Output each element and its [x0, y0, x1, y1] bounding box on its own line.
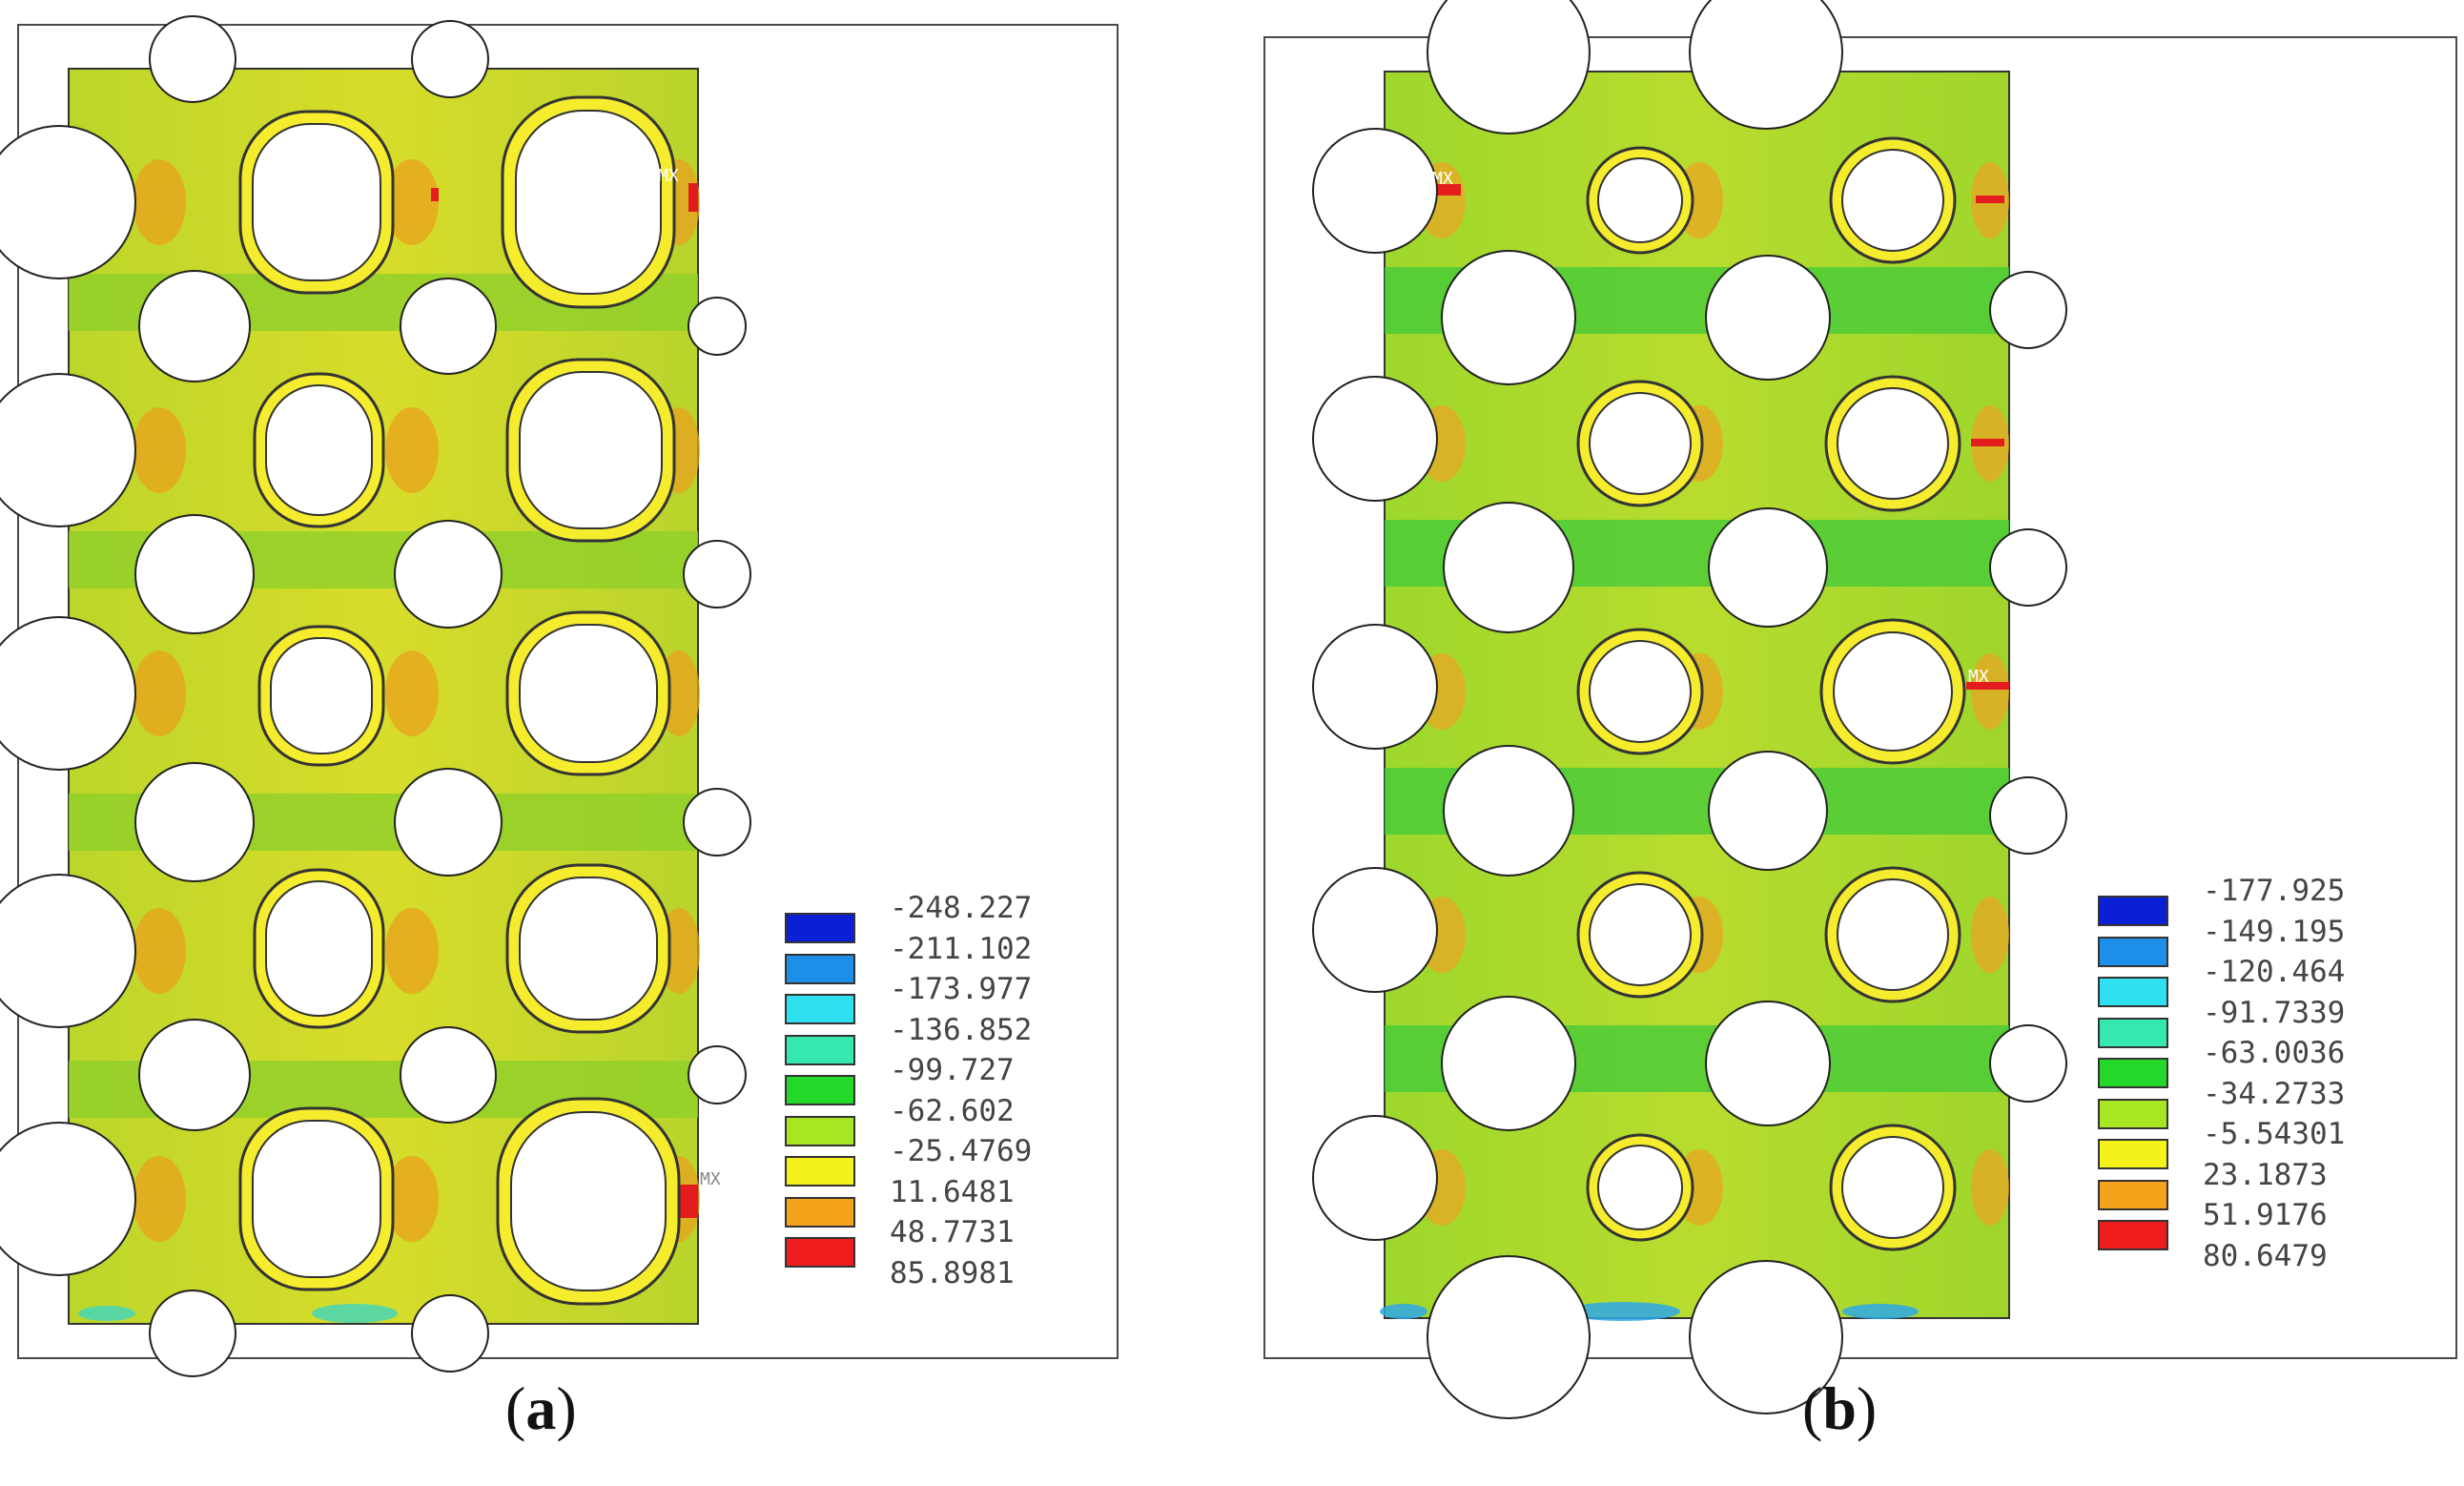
legend-label: 85.8981 — [890, 1255, 1015, 1290]
plate-b-max-marker-top: MX — [1432, 169, 1453, 189]
panel-a-caption-letter: a — [525, 1374, 557, 1442]
plate-a-bottom-cyan-spots — [78, 1304, 398, 1323]
legend-row: -62.602 — [785, 1075, 1166, 1134]
legend-label: -149.195 — [2203, 914, 2346, 949]
legend-swatch — [2098, 1139, 2168, 1170]
legend-row: -136.852 — [785, 994, 1166, 1053]
panel-a-caption: (a) — [505, 1374, 577, 1442]
legend-label: 23.1873 — [2203, 1157, 2328, 1192]
legend-swatch — [2098, 936, 2168, 967]
panel-b-caption-letter: b — [1822, 1374, 1857, 1442]
plate-a-red-peaks — [431, 183, 698, 1218]
legend-row: -99.727 — [785, 1034, 1166, 1093]
legend-row: 80.6479 — [2098, 1241, 2464, 1279]
legend-row: 85.8981 — [785, 1237, 1166, 1296]
plate-a-max-marker-top: MX — [658, 166, 679, 186]
panel-b-caption: (b) — [1802, 1374, 1878, 1442]
legend-label: 80.6479 — [2203, 1238, 2328, 1273]
legend-swatch — [2098, 1058, 2168, 1089]
plate-b-holes — [1312, 0, 2067, 1419]
plate-b-red-peaks — [1432, 184, 2009, 690]
panel-a-stress-contour-plate: MX MX — [0, 15, 751, 1377]
legend-swatch — [2098, 1098, 2168, 1129]
legend-swatch — [785, 1156, 855, 1187]
legend-swatch — [785, 1075, 855, 1106]
legend-label: 11.6481 — [890, 1174, 1015, 1209]
legend-row: 11.6481 — [785, 1156, 1166, 1215]
legend-label: -62.602 — [890, 1093, 1015, 1128]
legend-swatch — [785, 1034, 855, 1065]
legend-row: -173.977 — [785, 953, 1166, 1012]
plate-b-max-marker-middle: MX — [1968, 667, 1989, 687]
legend-row: 23.1873 — [2098, 1157, 2464, 1210]
plate-a-max-marker-bottom: MX — [700, 1169, 721, 1189]
legend-swatch — [2098, 1017, 2168, 1048]
legend-row: -248.227 — [785, 893, 1166, 931]
legend-swatch — [2098, 977, 2168, 1008]
legend-swatch — [2098, 1179, 2168, 1210]
legend-label: -25.4769 — [890, 1134, 1033, 1168]
legend-label: 48.7731 — [890, 1215, 1015, 1249]
legend-label: -91.7339 — [2203, 995, 2346, 1030]
legend-swatch — [785, 1115, 855, 1146]
legend-row: -211.102 — [785, 913, 1166, 972]
legend-swatch — [785, 953, 855, 984]
panel-b-stress-contour-plate: MX MX — [1312, 0, 2067, 1419]
plate-a-holes — [0, 15, 751, 1377]
legend-label: -177.925 — [2203, 874, 2346, 908]
legend-label: 51.9176 — [2203, 1198, 2328, 1232]
legend-row: -149.195 — [2098, 914, 2464, 967]
legend-row: 51.9176 — [2098, 1198, 2464, 1251]
plate-b-ringed-holes — [1576, 136, 1966, 1251]
legend-label: -173.977 — [890, 972, 1033, 1006]
legend-swatch — [2098, 896, 2168, 927]
legend-row: -5.54301 — [2098, 1117, 2464, 1170]
legend-swatch — [785, 994, 855, 1025]
legend-row: -63.0036 — [2098, 1036, 2464, 1089]
legend-row: -177.925 — [2098, 874, 2464, 927]
legend-row: -120.464 — [2098, 955, 2464, 1008]
legend-row: -91.7339 — [2098, 995, 2464, 1048]
legend-row: -34.2733 — [2098, 1076, 2464, 1129]
legend-swatch — [785, 1237, 855, 1269]
legend-label: -63.0036 — [2203, 1036, 2346, 1070]
plate-a-ringed-holes — [238, 95, 681, 1306]
legend-swatch — [785, 1196, 855, 1228]
legend-label: -120.464 — [2203, 955, 2346, 989]
plate-b-bottom-cyan-spots — [1380, 1302, 1919, 1321]
legend-label: -5.54301 — [2203, 1117, 2346, 1151]
legend-label: -136.852 — [890, 1012, 1033, 1047]
legend-label: -99.727 — [890, 1053, 1015, 1087]
legend-label: -248.227 — [890, 891, 1033, 925]
legend-label: -211.102 — [890, 931, 1033, 966]
legend-label: -34.2733 — [2203, 1076, 2346, 1111]
legend-swatch — [2098, 1220, 2168, 1251]
legend-swatch — [785, 913, 855, 944]
legend-row: 48.7731 — [785, 1196, 1166, 1255]
legend-row: -25.4769 — [785, 1115, 1166, 1174]
